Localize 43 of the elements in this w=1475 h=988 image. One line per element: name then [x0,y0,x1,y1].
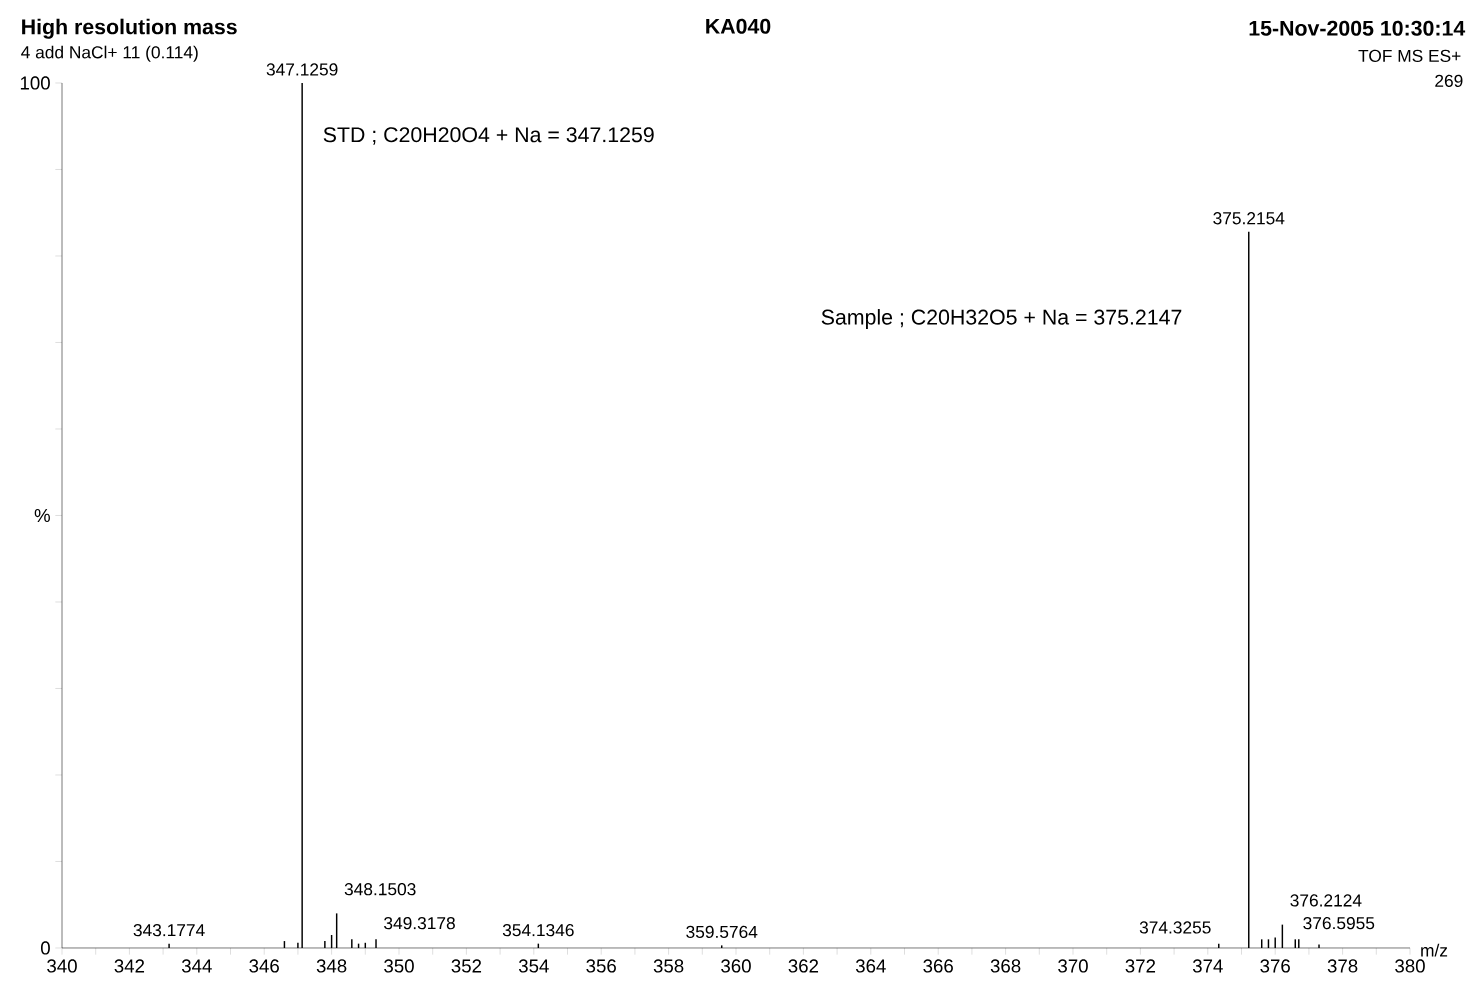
x-tick-label: 372 [1125,959,1156,973]
x-tick-label: 340 [47,959,77,973]
x-tick-label: 378 [1327,959,1358,973]
chart-subtitle: 4 add NaCl+ 11 (0.114) [21,45,198,62]
text: KA040 [706,18,771,34]
x-tick-label: 358 [653,959,684,973]
x-tick-label: 374 [1192,959,1223,973]
y-tick-label: 100 [20,76,50,90]
x-tick-label: 352 [451,959,482,973]
x-tick-label: 362 [788,959,819,973]
text: TOF MS ES+ [1358,49,1461,62]
annotation: 347.1259 [266,63,338,76]
x-tick-label: 354 [518,959,549,973]
text: 15-Nov-2005 10:30:14 [1249,20,1466,36]
annotation: 374.3255 [1139,921,1211,934]
x-tick-label: 356 [586,959,616,973]
annotation: 354.1346 [502,924,574,937]
annotation: 375.2154 [1213,212,1285,225]
x-axis-title: m/z [1421,943,1448,957]
x-tick-label: 350 [384,959,414,973]
x-tick-label: 370 [1058,959,1088,973]
annotation: 359.5764 [686,925,758,939]
x-tick-label: 360 [721,959,751,973]
x-tick-label: 376 [1260,959,1290,973]
x-tick-label: 344 [181,959,212,973]
y-tick-label: % [34,508,50,523]
text: 269 [1435,74,1463,87]
y-tick-label: 0 [40,941,50,955]
annotation: 349.3178 [384,917,455,930]
x-tick-label: 380 [1395,959,1425,973]
annotation: 376.5955 [1303,917,1375,930]
x-tick-label: 342 [114,959,145,973]
annotation: 348.1503 [344,883,416,896]
x-tick-label: 366 [923,959,953,973]
annotation: STD ; C20H20O4 + Na = 347.1259 [323,127,654,145]
annotation: Sample ; C20H32O5 + Na = 375.2147 [821,309,1182,329]
x-tick-label: 368 [990,959,1021,973]
x-tick-label: 346 [249,959,279,973]
chart-title: High resolution mass [22,18,237,39]
x-tick-label: 348 [316,959,347,973]
annotation: 343.1774 [133,924,205,937]
annotation: 376.2124 [1290,894,1362,907]
x-tick-label: 364 [855,959,886,973]
